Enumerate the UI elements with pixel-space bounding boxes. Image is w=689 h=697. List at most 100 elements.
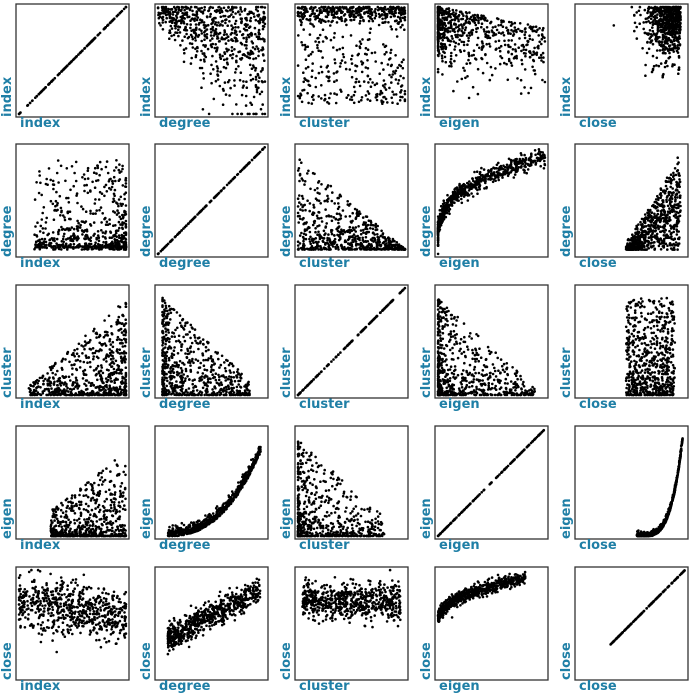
point bbox=[543, 156, 547, 159]
point bbox=[454, 35, 458, 39]
point bbox=[351, 211, 355, 215]
point bbox=[76, 229, 80, 232]
point bbox=[326, 64, 330, 68]
y-axis-label: index bbox=[279, 76, 294, 117]
point bbox=[233, 22, 237, 26]
point bbox=[487, 30, 490, 33]
point bbox=[49, 178, 52, 182]
point bbox=[397, 79, 401, 82]
point bbox=[400, 89, 403, 92]
point bbox=[175, 11, 179, 14]
point bbox=[303, 180, 307, 183]
point bbox=[309, 7, 312, 10]
point bbox=[224, 18, 227, 22]
point bbox=[308, 84, 312, 87]
point bbox=[224, 93, 228, 96]
point bbox=[458, 27, 461, 31]
point bbox=[507, 32, 510, 35]
point bbox=[247, 35, 251, 39]
point bbox=[168, 14, 172, 18]
point bbox=[377, 23, 381, 27]
point bbox=[219, 7, 223, 10]
point bbox=[678, 178, 681, 181]
point bbox=[263, 22, 267, 26]
point bbox=[531, 29, 535, 33]
point bbox=[319, 65, 323, 69]
point bbox=[321, 239, 325, 243]
point bbox=[231, 39, 235, 42]
point bbox=[491, 180, 495, 184]
point bbox=[202, 23, 206, 27]
point bbox=[670, 6, 673, 10]
point bbox=[161, 6, 164, 10]
point bbox=[369, 220, 373, 224]
point bbox=[312, 220, 316, 223]
point bbox=[510, 64, 514, 67]
point bbox=[224, 66, 228, 70]
point bbox=[311, 223, 315, 227]
point bbox=[184, 11, 187, 15]
point bbox=[248, 63, 252, 67]
point bbox=[333, 15, 336, 19]
point bbox=[480, 25, 483, 29]
point bbox=[390, 63, 394, 67]
point bbox=[532, 25, 535, 29]
point bbox=[309, 246, 313, 250]
point bbox=[436, 22, 440, 26]
point bbox=[536, 28, 539, 32]
point bbox=[471, 28, 475, 32]
point bbox=[369, 16, 372, 20]
point bbox=[76, 235, 79, 238]
point bbox=[494, 176, 497, 179]
point bbox=[38, 170, 41, 173]
point bbox=[358, 212, 362, 215]
point bbox=[214, 27, 218, 31]
point bbox=[163, 12, 167, 15]
point bbox=[98, 248, 101, 251]
point bbox=[38, 230, 42, 233]
point bbox=[236, 10, 240, 14]
point bbox=[97, 239, 101, 243]
point bbox=[177, 34, 180, 38]
point bbox=[346, 229, 350, 232]
point bbox=[194, 32, 198, 36]
point bbox=[449, 57, 453, 61]
point bbox=[123, 193, 126, 196]
point bbox=[222, 6, 226, 10]
point bbox=[228, 94, 231, 97]
point bbox=[678, 44, 682, 47]
point bbox=[57, 246, 60, 249]
point bbox=[89, 224, 93, 227]
point bbox=[100, 229, 103, 232]
point bbox=[58, 194, 62, 198]
point bbox=[332, 13, 336, 17]
point bbox=[112, 224, 115, 227]
point bbox=[476, 67, 480, 71]
point bbox=[124, 204, 128, 207]
point bbox=[308, 240, 312, 243]
point bbox=[298, 217, 302, 221]
point bbox=[37, 93, 40, 96]
point bbox=[259, 37, 262, 41]
point bbox=[378, 93, 382, 96]
point bbox=[215, 46, 219, 49]
point bbox=[509, 171, 513, 174]
point bbox=[383, 45, 387, 49]
point bbox=[339, 17, 342, 21]
point bbox=[657, 41, 661, 44]
point bbox=[254, 112, 257, 116]
point bbox=[300, 41, 303, 44]
point bbox=[224, 42, 228, 45]
point bbox=[453, 13, 457, 17]
point bbox=[655, 56, 659, 60]
point bbox=[296, 211, 300, 215]
point bbox=[538, 40, 541, 44]
point bbox=[514, 48, 517, 51]
point bbox=[501, 31, 505, 34]
point bbox=[456, 33, 460, 37]
point bbox=[44, 227, 47, 230]
point bbox=[258, 150, 262, 154]
point bbox=[190, 35, 194, 38]
point bbox=[388, 86, 391, 90]
